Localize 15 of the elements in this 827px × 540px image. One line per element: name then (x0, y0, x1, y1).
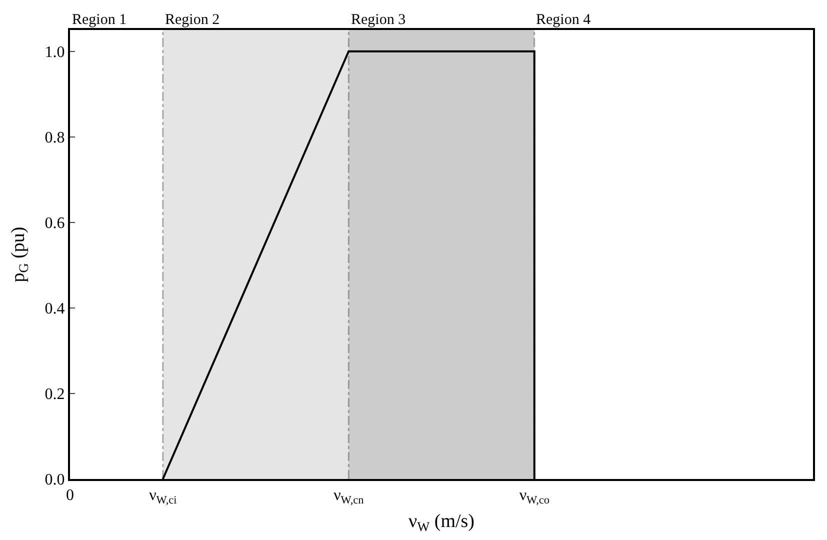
y-tick-label: 0.4 (44, 300, 65, 318)
x-tick-label: 0 (66, 487, 74, 504)
text: Region 4 (536, 12, 592, 28)
y-tick-label: 1.0 (44, 44, 65, 61)
y-tick-label: 0.2 (44, 386, 65, 404)
text: Region 1 (72, 12, 127, 28)
x-tick-label: ν$_{W,cn}$ (334, 487, 364, 507)
y-tick-label: 0.6 (44, 215, 65, 232)
x-axis-title: ν$_{W}$ (m/s) (408, 510, 475, 534)
text: Region 2 (165, 12, 220, 28)
x-tick-label: ν$_{W,ci}$ (149, 487, 177, 507)
text: Region 3 (351, 12, 406, 28)
y-tick-label: 0.8 (44, 130, 65, 146)
x-tick-label: ν$_{W,co}$ (519, 487, 550, 507)
y-tick-label: 0.0 (44, 472, 65, 489)
